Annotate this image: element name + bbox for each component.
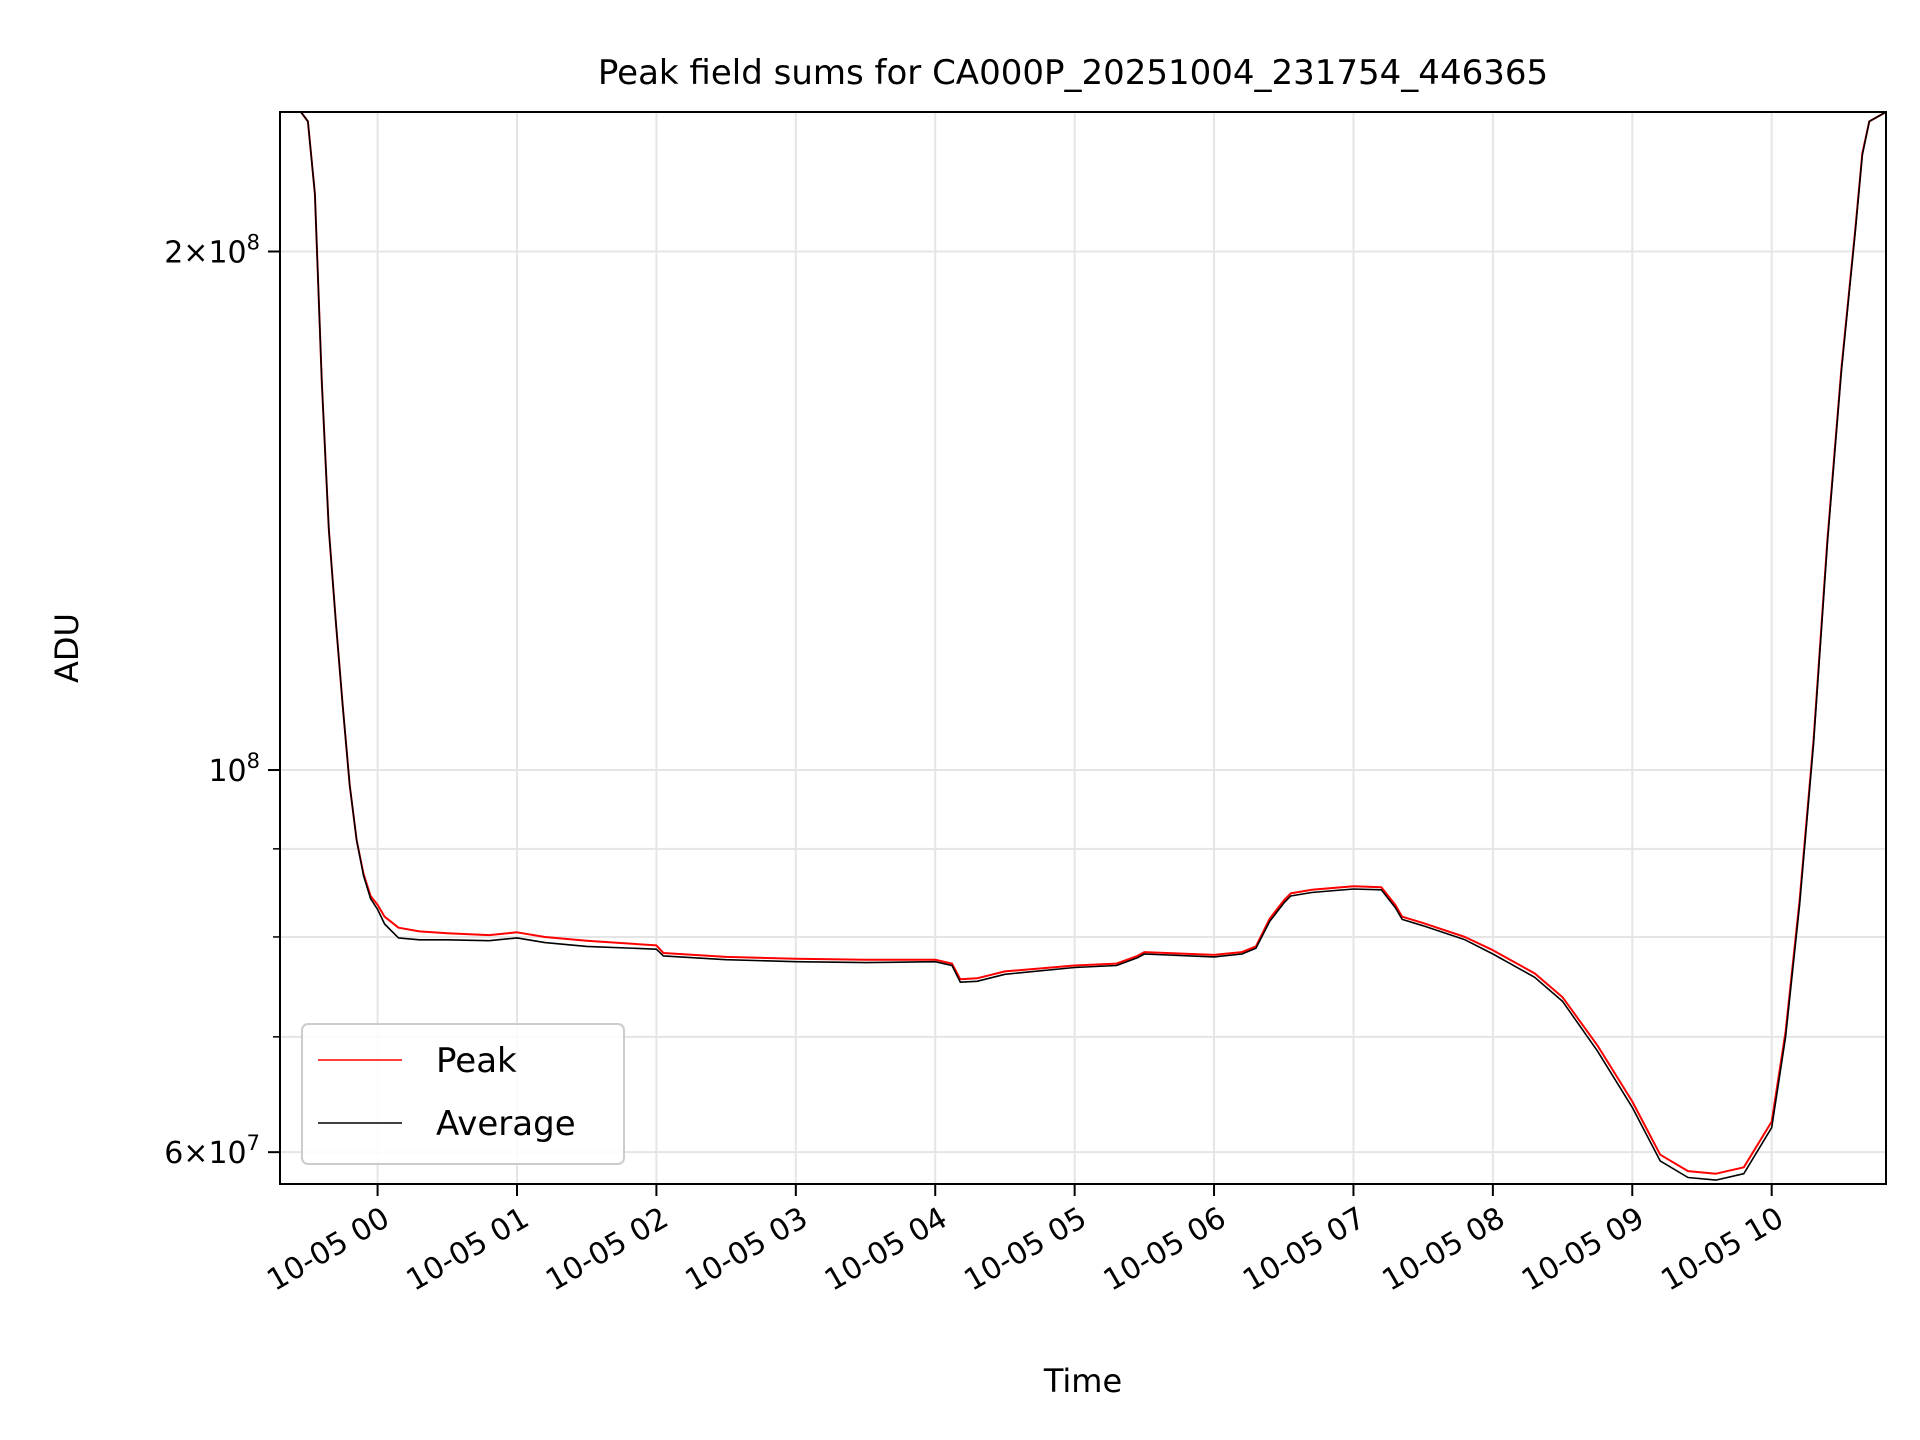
y-tick-label: 2×108 — [164, 231, 260, 271]
y-tick-label-exp: 8 — [247, 749, 260, 773]
gridlines — [280, 112, 1886, 1184]
plot-frame — [279, 111, 1887, 1185]
y-tick-label-exp: 8 — [247, 231, 260, 255]
y-tick-label: 6×107 — [164, 1131, 260, 1171]
y-tick-label-exp: 7 — [247, 1131, 260, 1155]
y-tick-label-times: × — [183, 236, 208, 271]
y-tick-label-base: 10 — [208, 1136, 246, 1171]
y-tick-label-base: 10 — [208, 754, 246, 789]
series-line-average — [280, 111, 1887, 1181]
legend-box — [301, 1023, 625, 1165]
y-tick-label: 108 — [208, 749, 260, 789]
legend: Peak Average — [301, 1023, 625, 1165]
y-axis-label: ADU — [48, 613, 86, 683]
legend-label-average: Average — [436, 1104, 576, 1144]
y-tick-label-mantissa: 2 — [164, 236, 183, 271]
y-tick-label-mantissa: 6 — [164, 1136, 183, 1171]
y-tick-label-base: 10 — [208, 236, 246, 271]
x-axis-label: Time — [1043, 1362, 1122, 1400]
legend-label-peak: Peak — [436, 1041, 517, 1081]
series-layer — [280, 111, 1887, 1181]
chart-title: Peak field sums for CA000P_20251004_2317… — [598, 53, 1548, 93]
y-tick-label-times: × — [183, 1136, 208, 1171]
